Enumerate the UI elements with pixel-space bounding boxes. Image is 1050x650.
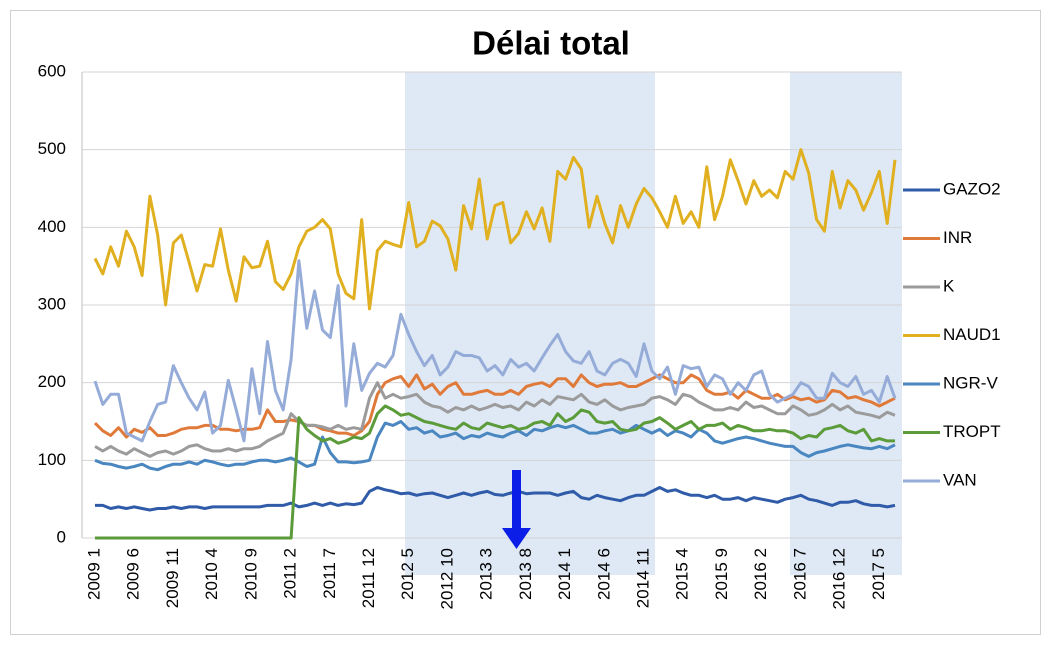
x-tick-label: 2014 6	[594, 548, 613, 600]
highlight-band	[405, 72, 655, 575]
x-tick-label: 2013 3	[477, 548, 496, 600]
x-tick-label: 2016 12	[830, 548, 849, 609]
x-tick-label: 2015 4	[673, 548, 692, 600]
legend-label: K	[943, 276, 955, 295]
x-tick-label: 2014 11	[634, 548, 653, 608]
series-line	[95, 404, 895, 540]
legend: GAZO2 INR K NAUD1 NGR-V TROPT VAN	[903, 179, 1001, 489]
x-tick-label: 2009 1	[84, 548, 103, 600]
series-line	[93, 259, 897, 443]
y-tick-label: 0	[57, 527, 66, 546]
y-tick-label: 400	[38, 217, 66, 236]
series-line	[93, 148, 897, 311]
series-line	[93, 373, 896, 439]
x-tick-label: 2014 1	[555, 548, 574, 600]
legend-label: INR	[943, 228, 972, 247]
legend-label: NGR-V	[943, 373, 998, 392]
x-tick-label: 2011 2	[281, 548, 300, 599]
x-tick-label: 2016 2	[751, 548, 770, 600]
arrow-shaft	[512, 470, 521, 530]
x-tick-label: 2012 5	[398, 548, 417, 600]
highlight-band	[790, 72, 902, 575]
y-tick-label: 500	[38, 139, 66, 158]
legend-label: VAN	[943, 470, 977, 489]
x-tick-label: 2010 9	[241, 548, 260, 600]
x-tick-label: 2015 9	[712, 548, 731, 600]
x-tick-label: 2017 5	[869, 548, 888, 600]
legend-label: NAUD1	[943, 325, 1001, 344]
arrow-head	[502, 528, 531, 549]
y-tick-label: 600	[38, 61, 66, 80]
x-tick-label: 2009 11	[163, 548, 182, 608]
y-tick-label: 100	[38, 450, 66, 469]
x-tick-label: 2010 4	[202, 548, 221, 600]
y-tick-label: 300	[38, 294, 66, 313]
legend-label: TROPT	[943, 422, 1001, 441]
x-tick-label: 2016 7	[790, 548, 809, 600]
series-line	[94, 381, 896, 458]
plot	[93, 148, 897, 540]
x-tick-label: 2011 12	[359, 548, 378, 608]
legend-label: GAZO2	[943, 179, 1001, 198]
series-line	[95, 486, 896, 512]
x-tick-label: 2009 6	[124, 548, 143, 600]
x-tick-label: 2013 8	[516, 548, 535, 600]
y-tick-label: 200	[38, 372, 66, 391]
arrow	[502, 470, 531, 549]
x-tick-label: 2012 10	[437, 548, 456, 609]
series-line	[94, 420, 896, 472]
chart-title: Délai total	[472, 25, 630, 62]
x-tick-label: 2011 7	[320, 548, 339, 599]
